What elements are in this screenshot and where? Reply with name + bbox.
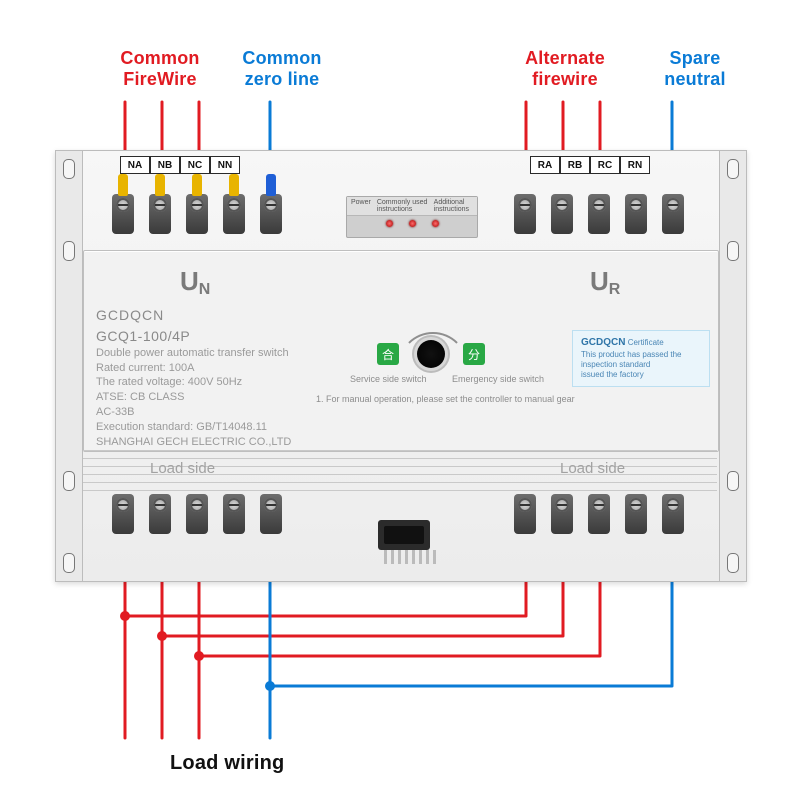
mount-rail — [719, 150, 747, 582]
mount-rail — [55, 150, 83, 582]
terminal — [584, 192, 614, 236]
load-wiring-label: Load wiring — [170, 752, 284, 775]
terminal — [256, 192, 286, 236]
mount-hole — [63, 159, 75, 179]
certificate-sticker: GCDQCN CertificateThis product has passe… — [572, 330, 710, 387]
connector-pins — [384, 550, 436, 564]
wire-lug — [118, 174, 128, 196]
diagram-root: { "colors": { "fire": "#e11b22", "neutra… — [0, 0, 800, 800]
status-led — [386, 220, 393, 227]
label-ur: UR — [590, 266, 620, 299]
top-label-commonFire: CommonFireWire — [100, 48, 220, 89]
terminal — [510, 492, 540, 536]
terminal — [219, 492, 249, 536]
terminal — [145, 192, 175, 236]
terminal — [219, 192, 249, 236]
connector-plug — [378, 520, 430, 550]
load-side-label: Load side — [150, 460, 215, 477]
load-side-label: Load side — [560, 460, 625, 477]
mount-hole — [63, 553, 75, 573]
terminal — [108, 192, 138, 236]
wire-lug — [192, 174, 202, 196]
wire-lug — [155, 174, 165, 196]
service-indicator: 合 — [377, 343, 399, 365]
wire-lug — [266, 174, 276, 196]
terminal — [256, 492, 286, 536]
mount-hole — [727, 241, 739, 261]
status-led — [432, 220, 439, 227]
terminal — [182, 192, 212, 236]
spec-panel: GCDQCNGCQ1-100/4PDouble power automatic … — [96, 306, 306, 450]
terminal — [621, 192, 651, 236]
terminal — [182, 492, 212, 536]
terminal-labels: RARBRCRN — [530, 156, 650, 174]
status-led — [409, 220, 416, 227]
mount-hole — [727, 471, 739, 491]
controller-module: PowerCommonly used instructionsAdditiona… — [346, 196, 478, 238]
terminal-labels: NANBNCNN — [120, 156, 240, 174]
top-label-spareNeutral: Spareneutral — [640, 48, 750, 89]
mount-hole — [63, 471, 75, 491]
terminal — [621, 492, 651, 536]
selector-knob-area: 合分Service side switchEmergency side swit… — [356, 340, 506, 368]
terminal — [658, 192, 688, 236]
terminal — [510, 192, 540, 236]
terminal — [547, 492, 577, 536]
terminal — [658, 492, 688, 536]
terminal — [584, 492, 614, 536]
top-label-altFire: Alternatefirewire — [500, 48, 630, 89]
terminal — [145, 492, 175, 536]
top-label-commonZero: Commonzero line — [222, 48, 342, 89]
mount-hole — [727, 553, 739, 573]
label-un: UN — [180, 266, 210, 299]
terminal — [108, 492, 138, 536]
wire-lug — [229, 174, 239, 196]
terminal — [547, 192, 577, 236]
mount-hole — [727, 159, 739, 179]
mount-hole — [63, 241, 75, 261]
